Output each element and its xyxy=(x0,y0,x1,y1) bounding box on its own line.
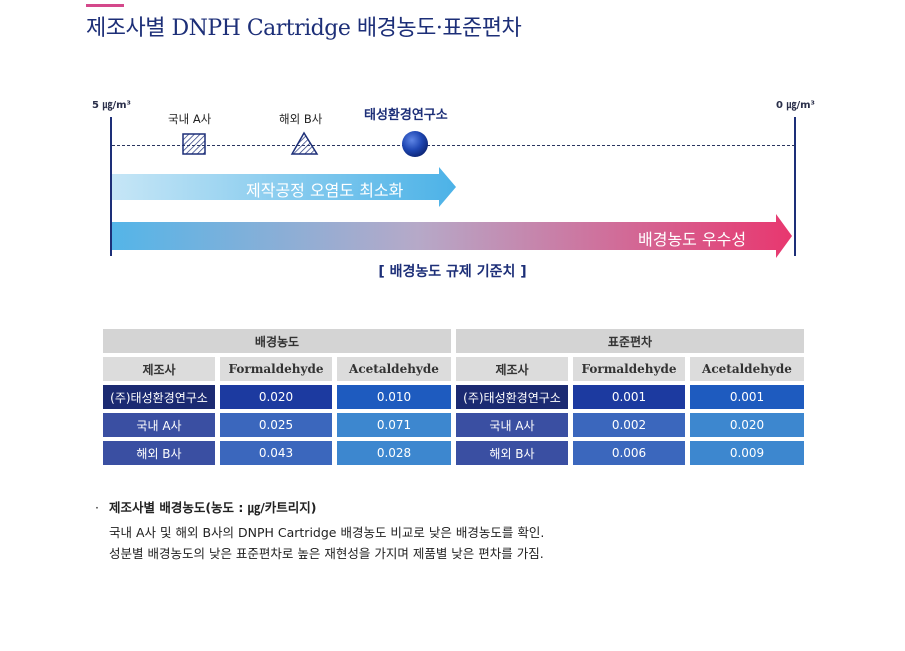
marker-label-overseas-b: 해외 B사 xyxy=(279,112,323,126)
table-group-row: 배경농도 표준편차 xyxy=(103,329,804,353)
arrow2-label: 배경농도 우수성 xyxy=(638,230,747,249)
notes-line-2: 성분별 배경농도의 낮은 표준편차로 높은 재현성을 가지며 제품별 낮은 편차… xyxy=(109,546,544,561)
table-row: 해외 B사 0.043 0.028 해외 B사 0.006 0.009 xyxy=(103,441,804,465)
cell-value: 0.028 xyxy=(337,441,451,465)
diagram-graphics xyxy=(112,131,792,258)
notes-heading-row: · 제조사별 배경농도(농도 : ㎍/카트리지) xyxy=(95,497,544,516)
regulation-caption: [ 배경농도 규제 기준치 ] xyxy=(378,264,527,280)
col-header-acetaldehyde-2: Acetaldehyde xyxy=(690,357,804,381)
cell-maker: 국내 A사 xyxy=(456,413,568,437)
table-row: 국내 A사 0.025 0.071 국내 A사 0.002 0.020 xyxy=(103,413,804,437)
col-header-formaldehyde: Formaldehyde xyxy=(220,357,332,381)
cell-value: 0.001 xyxy=(690,385,804,409)
cell-value: 0.025 xyxy=(220,413,332,437)
cell-maker: 해외 B사 xyxy=(103,441,215,465)
cell-value: 0.043 xyxy=(220,441,332,465)
notes-heading: 제조사별 배경농도(농도 : ㎍/카트리지) xyxy=(108,500,317,515)
notes-section: · 제조사별 배경농도(농도 : ㎍/카트리지) 국내 A사 및 해외 B사의 … xyxy=(95,497,544,564)
table-header-row: 제조사 Formaldehyde Acetaldehyde 제조사 Formal… xyxy=(103,357,804,381)
scale-right-label: 0 ㎍/m³ xyxy=(776,100,815,111)
cell-value: 0.010 xyxy=(337,385,451,409)
marker-label-domestic-a: 국내 A사 xyxy=(168,112,212,126)
scale-right-line xyxy=(794,117,796,256)
col-header-formaldehyde-2: Formaldehyde xyxy=(573,357,685,381)
cell-maker: 국내 A사 xyxy=(103,413,215,437)
cell-value: 0.020 xyxy=(220,385,332,409)
cell-value: 0.001 xyxy=(573,385,685,409)
col-header-maker: 제조사 xyxy=(103,357,215,381)
scale-left-label: 5 ㎍/m³ xyxy=(92,100,131,111)
cell-maker: (주)태성환경연구소 xyxy=(103,385,215,409)
baseline-dashed-line xyxy=(112,145,795,146)
background-concentration-diagram: 5 ㎍/m³ 0 ㎍/m³ 국내 A사 해외 B사 태성환경연구소 xyxy=(0,0,905,300)
page-title: 제조사별 DNPH Cartridge 배경농도·표준편차 xyxy=(86,16,522,41)
group-header-background: 배경농도 xyxy=(103,329,451,353)
cell-maker: 해외 B사 xyxy=(456,441,568,465)
col-header-acetaldehyde: Acetaldehyde xyxy=(337,357,451,381)
cell-maker: (주)태성환경연구소 xyxy=(456,385,568,409)
title-accent-bar xyxy=(86,4,124,7)
table-row: (주)태성환경연구소 0.020 0.010 (주)태성환경연구소 0.001 … xyxy=(103,385,804,409)
cell-value: 0.020 xyxy=(690,413,804,437)
cell-value: 0.006 xyxy=(573,441,685,465)
cell-value: 0.002 xyxy=(573,413,685,437)
scale-left-line xyxy=(110,117,112,256)
hatched-square-icon xyxy=(182,133,206,155)
hatched-triangle-icon xyxy=(290,131,319,155)
cell-value: 0.071 xyxy=(337,413,451,437)
arrow1-label: 제작공정 오염도 최소화 xyxy=(246,181,404,200)
col-header-maker-2: 제조사 xyxy=(456,357,568,381)
comparison-table: 배경농도 표준편차 제조사 Formaldehyde Acetaldehyde … xyxy=(98,325,809,469)
group-header-stddev: 표준편차 xyxy=(456,329,804,353)
marker-label-taesung: 태성환경연구소 xyxy=(364,108,448,123)
notes-line-1: 국내 A사 및 해외 B사의 DNPH Cartridge 배경농도 비교로 낮… xyxy=(109,525,545,540)
arrow-background-excellence xyxy=(112,214,792,258)
arrow-process-contamination xyxy=(112,167,456,207)
blue-sphere-icon xyxy=(402,131,428,157)
bullet-dot: · xyxy=(95,500,99,515)
cell-value: 0.009 xyxy=(690,441,804,465)
